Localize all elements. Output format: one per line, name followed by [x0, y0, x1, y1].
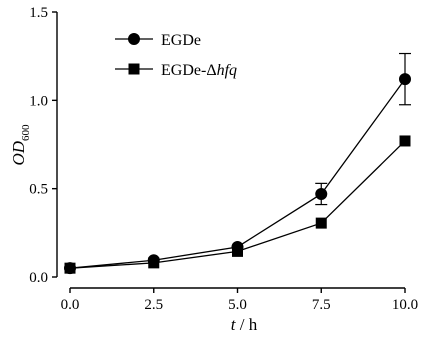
y-tick-label: 0.0 [29, 270, 48, 286]
legend-label-base: EGDe [161, 32, 201, 49]
data-point [315, 217, 327, 229]
x-tick-label: 0.0 [61, 297, 80, 313]
x-axis-label: t / h [231, 315, 258, 334]
data-point [148, 257, 160, 269]
legend-marker [128, 63, 140, 75]
data-point [232, 245, 243, 257]
y-axis-base: OD [9, 140, 28, 165]
series-egde [64, 52, 411, 275]
y-tick-label: 1.0 [29, 93, 48, 109]
x-axis-separator: / [236, 315, 249, 334]
x-axis-unit: h [249, 315, 258, 334]
x-axis-variable: t [231, 315, 237, 334]
legend-label: EGDe-Δhfq [161, 62, 237, 79]
series-layer [64, 52, 411, 275]
x-tick-label: 2.5 [144, 297, 163, 313]
data-point [399, 73, 411, 86]
x-tick-label: 10.0 [392, 297, 418, 313]
legend-item: EGDe-Δhfq [115, 62, 237, 79]
y-axis-label: OD600 [9, 124, 32, 166]
ticks: 0.0 0.5 1.0 1.5 0.0 2.5 5.0 7.5 10.0 [29, 5, 418, 313]
data-point [315, 187, 328, 200]
legend-marker [128, 33, 140, 45]
data-point [64, 262, 76, 274]
legend-item: EGDe [115, 32, 201, 49]
legend-label-base: EGDe-Δ [161, 62, 217, 79]
series-line [69, 78, 406, 269]
y-tick-label: 0.5 [29, 182, 48, 198]
legend: EGDe EGDe-Δhfq [115, 32, 237, 79]
x-tick-label: 5.0 [228, 297, 247, 313]
x-tick-label: 7.5 [312, 297, 331, 313]
series-egde-delta-hfq [64, 135, 411, 274]
legend-label: EGDe [161, 32, 201, 49]
y-tick-label: 1.5 [29, 5, 48, 21]
legend-label-italic: hfq [217, 62, 237, 79]
y-axis-subscript: 600 [20, 124, 32, 141]
data-point [399, 135, 411, 147]
